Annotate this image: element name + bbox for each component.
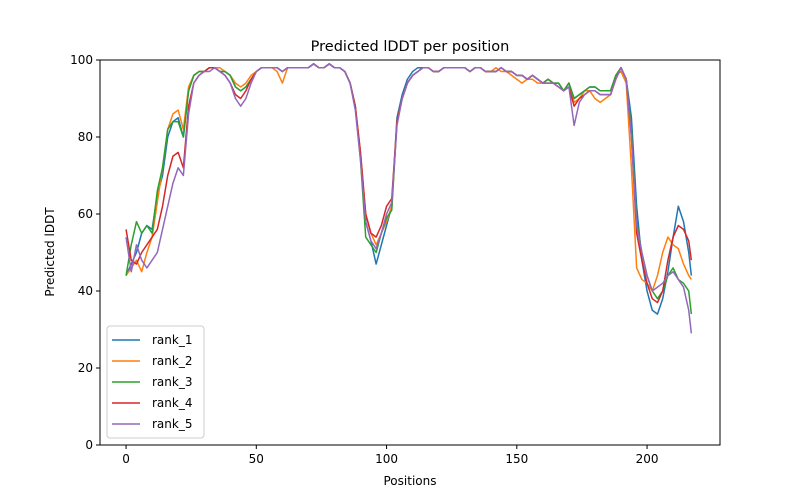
x-tick-label: 150: [505, 452, 528, 466]
plot-frame: [99, 59, 721, 446]
legend-label-rank-1: rank_1: [152, 333, 192, 347]
series-line-rank-5: [125, 63, 693, 334]
y-axis: 0 20 40 60 80 100: [70, 53, 100, 452]
chart-title: Predicted lDDT per position: [311, 39, 510, 55]
x-tick-label: 50: [249, 452, 264, 466]
legend-box: [106, 325, 205, 439]
x-tick-label: 0: [122, 452, 130, 466]
y-tick-label: 100: [70, 53, 93, 67]
y-tick-label: 20: [78, 361, 93, 375]
y-tick-label: 80: [78, 130, 93, 144]
legend: rank_1 rank_2 rank_3 rank_4 rank_5: [106, 325, 205, 439]
y-tick-label: 0: [85, 438, 93, 452]
legend-label-rank-5: rank_5: [152, 417, 192, 431]
legend-label-rank-2: rank_2: [152, 354, 192, 368]
y-tick-label: 60: [78, 207, 93, 221]
x-tick-label: 200: [636, 452, 659, 466]
y-tick-label: 40: [78, 284, 93, 298]
x-axis-label: Positions: [384, 474, 437, 488]
series-layer: [125, 63, 693, 334]
y-axis-label: Predicted lDDT: [43, 207, 57, 297]
x-axis: 0 50 100 150 200: [122, 445, 659, 466]
x-tick-label: 100: [375, 452, 398, 466]
legend-label-rank-4: rank_4: [152, 396, 192, 410]
legend-label-rank-3: rank_3: [152, 375, 192, 389]
